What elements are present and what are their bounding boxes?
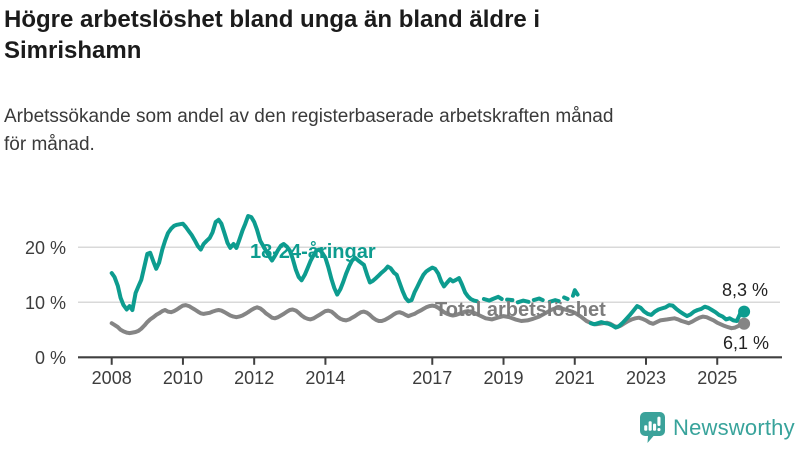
x-tick-label-2010: 2010 <box>163 368 203 388</box>
series-line-18-24-åringar-seg6 <box>562 295 570 301</box>
total-end-value-label: 6,1 % <box>723 333 770 353</box>
series-line-18-24-åringar-seg8 <box>588 303 744 330</box>
series-line-18-24-åringar-seg4 <box>531 296 545 303</box>
total-series-label: Total arbetslöshet <box>435 299 606 321</box>
x-tick-label-2023: 2023 <box>626 368 666 388</box>
series-line-18-24-åringar-seg0 <box>109 214 479 312</box>
title-line-2: Simrishamn <box>4 37 142 64</box>
title-line-1: Högre arbetslöshet bland unga än bland ä… <box>4 6 541 33</box>
youth-end-value-label: 8,3 % <box>722 280 769 300</box>
y-tick-label-10: 10 % <box>25 293 66 313</box>
series-end-dot-18-24-åringar <box>738 305 751 318</box>
x-tick-label-2008: 2008 <box>92 368 132 388</box>
x-tick-label-2021: 2021 <box>555 368 595 388</box>
mini-bar-chart-icon <box>644 416 661 432</box>
chart-title: Högre arbetslöshet bland unga än bland ä… <box>4 4 764 66</box>
chart-subtitle: Arbetssökande som andel av den registerb… <box>4 103 794 159</box>
exclamation-dot <box>657 428 661 432</box>
series-line-18-24-åringar-seg2 <box>505 297 515 303</box>
x-tick-label-2025: 2025 <box>697 368 737 388</box>
subtitle-line-2: för månad. <box>4 134 95 155</box>
x-tick-label-2017: 2017 <box>412 368 452 388</box>
series-line-18-24-åringar-seg3 <box>515 298 531 305</box>
subtitle-line-1: Arbetssökande som andel av den registerb… <box>4 106 614 127</box>
brand-name: Newsworthy <box>673 414 795 440</box>
x-tick-label-2012: 2012 <box>234 368 274 388</box>
series-line-Total arbetslöshet-seg0 <box>109 303 744 336</box>
youth-series-label: 18-24-åringar <box>250 241 376 263</box>
y-tick-label-20: 20 % <box>25 238 66 258</box>
x-tick-label-2019: 2019 <box>483 368 523 388</box>
x-tick-label-2014: 2014 <box>305 368 345 388</box>
series-line-18-24-åringar-seg7 <box>571 288 580 298</box>
speech-bubble-shape <box>640 412 665 443</box>
y-tick-label-0: 0 % <box>35 348 66 368</box>
series-line-18-24-åringar-seg1 <box>481 294 504 303</box>
newsworthy-logo[interactable]: Newsworthy <box>639 411 795 444</box>
exclamation-bar <box>657 416 661 426</box>
series-end-dot-Total arbetslöshet <box>738 317 751 330</box>
newsworthy-logo-icon <box>640 412 665 443</box>
series-line-18-24-åringar-seg5 <box>547 298 561 304</box>
